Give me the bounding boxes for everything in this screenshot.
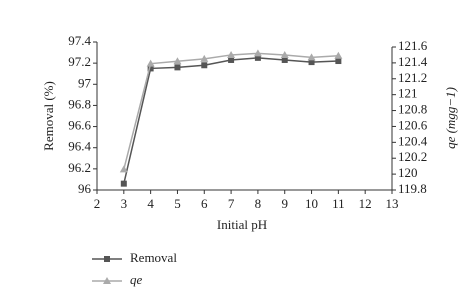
x-tick-label: 8: [255, 196, 262, 211]
x-tick-label: 9: [281, 196, 288, 211]
marker: [173, 57, 182, 65]
series-line: [123, 52, 339, 170]
y-tick-label: 96.8: [68, 96, 91, 111]
y2-axis-title: qe (mgg−1): [443, 87, 458, 149]
legend-marker: [103, 277, 111, 284]
x-tick-label: 7: [228, 196, 235, 211]
marker: [201, 62, 208, 69]
marker: [120, 180, 127, 187]
marker: [147, 65, 154, 72]
series-line: [123, 57, 339, 184]
marker: [253, 49, 262, 57]
y2-tick-label: 120.2: [398, 149, 427, 164]
legend-label: Removal: [130, 250, 177, 265]
x-tick-label: 6: [201, 196, 208, 211]
marker: [119, 165, 128, 173]
y2-tick-label: 119.8: [398, 181, 427, 196]
marker: [281, 56, 288, 63]
x-tick-label: 10: [305, 196, 318, 211]
marker: [308, 59, 315, 66]
y2-tick-label: 121: [398, 86, 418, 101]
y2-tick-label: 120.8: [398, 102, 427, 117]
legend-marker: [104, 256, 110, 262]
y2-tick-label: 120: [398, 165, 418, 180]
marker: [254, 54, 261, 61]
y2-tick-label: 121.4: [398, 54, 428, 69]
y-tick-label: 96.4: [68, 139, 91, 154]
x-tick-label: 5: [174, 196, 181, 211]
y-tick-label: 96.6: [68, 118, 91, 133]
x-tick-label: 4: [147, 196, 154, 211]
marker: [307, 53, 316, 61]
marker: [200, 54, 209, 62]
marker: [174, 64, 181, 71]
marker: [335, 58, 342, 65]
y-tick-label: 96: [78, 181, 92, 196]
x-tick-label: 3: [121, 196, 128, 211]
y2-tick-label: 121.2: [398, 70, 427, 85]
y-axis-title: Removal (%): [41, 81, 56, 151]
marker: [228, 56, 235, 63]
x-tick-label: 2: [94, 196, 101, 211]
y2-tick-label: 120.4: [398, 133, 428, 148]
x-tick-label: 12: [359, 196, 372, 211]
x-axis-title: Initial pH: [217, 217, 267, 232]
y-tick-label: 97.4: [68, 33, 91, 48]
y2-tick-label: 121.6: [398, 38, 428, 53]
y-tick-label: 97.2: [68, 54, 91, 69]
legend-label: qe: [130, 272, 143, 287]
y2-tick-label: 120.6: [398, 117, 428, 132]
x-tick-label: 13: [386, 196, 399, 211]
x-tick-label: 11: [332, 196, 345, 211]
y-tick-label: 96.2: [68, 160, 91, 175]
y-tick-label: 97: [78, 75, 92, 90]
marker: [146, 59, 155, 67]
marker: [334, 51, 343, 59]
marker: [280, 50, 289, 58]
marker: [227, 50, 236, 58]
